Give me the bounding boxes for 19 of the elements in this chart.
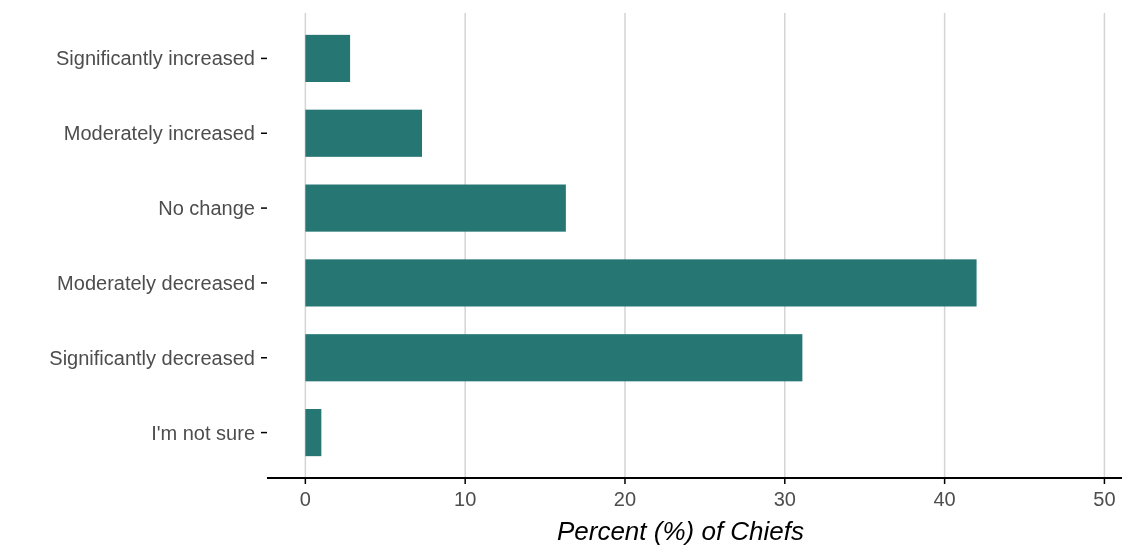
x-axis-title: Percent (%) of Chiefs (556, 516, 805, 546)
y-tick-label: Moderately decreased (57, 271, 255, 294)
y-tick-label: No change (158, 197, 255, 220)
bar (305, 184, 566, 232)
y-tick-label: Significantly increased (56, 47, 255, 70)
x-tick-label: 30 (773, 488, 796, 510)
y-tick-label: Moderately increased (63, 122, 255, 145)
bar (305, 409, 322, 457)
y-tick-label: I'm not sure (151, 421, 255, 444)
bar (305, 34, 351, 82)
x-tick-label: 0 (299, 488, 311, 510)
y-tick-label: Significantly decreased (49, 346, 255, 369)
x-tick-label: 20 (613, 488, 637, 510)
x-tick-label: 40 (933, 488, 956, 510)
x-tick-label: 10 (454, 488, 477, 510)
x-tick-label: 50 (1093, 488, 1116, 510)
bar (305, 334, 803, 382)
bar (305, 109, 423, 157)
bar (305, 259, 977, 307)
